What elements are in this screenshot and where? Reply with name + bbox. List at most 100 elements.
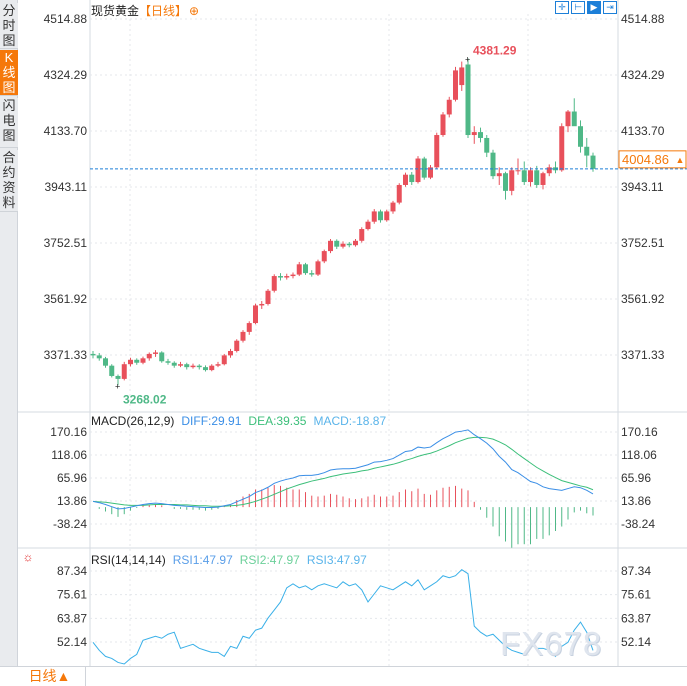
candle-down: [334, 240, 340, 247]
price-tick-right: 3752.51: [621, 236, 665, 250]
macd-tick-right: 65.96: [621, 471, 651, 485]
candle-up: [396, 184, 402, 203]
price-tick-left: 4133.70: [44, 124, 88, 138]
rsi-legend-3: RSI3:47.97: [307, 553, 367, 567]
candle-down: [465, 64, 471, 136]
candle-down: [521, 170, 527, 183]
candle-up: [403, 174, 408, 185]
candle-up: [215, 364, 221, 366]
macd-tick-left: 13.86: [57, 494, 87, 508]
price-tick-right: 4133.70: [621, 124, 665, 138]
candle-up: [296, 264, 302, 275]
candle-up: [328, 240, 333, 252]
candle-down: [571, 111, 577, 127]
current-price-label: 4004.86: [622, 152, 669, 167]
macd-tick-left: -38.24: [53, 517, 87, 531]
candle-up: [240, 331, 246, 341]
candle-up: [290, 274, 296, 277]
candle-up: [515, 170, 521, 172]
candle-down: [584, 146, 590, 156]
price-tick-right: 4514.88: [621, 12, 665, 26]
candle-up: [284, 276, 290, 278]
candle-up: [546, 167, 552, 174]
up-arrow-icon: ▲: [676, 155, 685, 165]
candle-up: [153, 352, 158, 354]
tab-intraday[interactable]: 分时图: [0, 3, 18, 49]
instrument-name: 现货黄金: [91, 4, 140, 18]
rsi-tick-right: 52.14: [621, 635, 651, 649]
macd-tick-right: 13.86: [621, 494, 651, 508]
rsi-legend-2: RSI2:47.97: [240, 553, 300, 567]
candle-up: [315, 261, 321, 275]
rsi-legend-1: RSI1:47.97: [173, 553, 233, 567]
candle-up: [271, 276, 277, 291]
macd-tick-left: 170.16: [50, 425, 87, 439]
candle-up: [265, 290, 271, 304]
tab-kline[interactable]: K线图: [0, 50, 18, 96]
candle-up: [221, 355, 227, 365]
candle-down: [184, 364, 190, 368]
candle-up: [140, 358, 146, 363]
tab-flash[interactable]: 闪电图: [0, 98, 18, 148]
rsi-tick-right: 87.34: [621, 564, 651, 578]
price-tick-left: 3943.11: [45, 180, 88, 194]
candle-down: [109, 365, 115, 376]
candle-up: [509, 170, 515, 191]
jump-end-icon[interactable]: ⇥: [603, 1, 617, 14]
macd-tick-left: 118.06: [51, 448, 87, 462]
tab-contract-info[interactable]: 合约资料: [0, 150, 18, 212]
candle-down: [490, 152, 496, 177]
zoom-range-icon[interactable]: ⊢: [571, 1, 585, 14]
macd-legend-2: DEA:39.35: [248, 414, 306, 428]
candle-down: [309, 273, 315, 275]
candle-up: [453, 70, 458, 100]
candle-down: [165, 361, 171, 363]
settings-sun-icon: ☼: [23, 550, 34, 564]
macd-tick-right: 170.16: [621, 425, 658, 439]
candle-up: [340, 243, 346, 247]
macd-tick-left: 65.96: [57, 471, 87, 485]
candle-down: [346, 243, 352, 246]
price-tick-left: 3561.92: [44, 292, 88, 306]
candle-up: [459, 67, 465, 86]
candle-up: [234, 340, 240, 351]
macd-legend-3: MACD:-18.87: [313, 414, 386, 428]
candle-down: [96, 355, 102, 359]
candle-up: [121, 364, 127, 379]
candle-up: [415, 158, 421, 183]
rsi-line: [92, 569, 594, 665]
candle-down: [90, 353, 96, 356]
candle-up: [440, 114, 446, 136]
candle-up: [365, 221, 371, 230]
crosshair-icon[interactable]: ✛: [555, 1, 569, 14]
candle-up: [228, 350, 233, 356]
macd-tick-right: -38.24: [621, 517, 655, 531]
candle-down: [378, 211, 383, 221]
candle-up: [259, 303, 265, 306]
candle-down: [590, 155, 596, 169]
candle-up: [353, 240, 358, 246]
candle-down: [278, 276, 283, 278]
chart-title: 现货黄金【日线】 ⊕: [91, 2, 199, 19]
candle-down: [196, 365, 202, 368]
candle-up: [321, 251, 327, 262]
time-axis-bar: [0, 666, 687, 686]
rsi-tick-right: 63.87: [621, 611, 651, 625]
period-selector[interactable]: 日线▲: [14, 667, 86, 686]
candle-up: [434, 135, 440, 168]
candle-down: [503, 173, 508, 191]
price-tick-left: 4324.29: [44, 68, 88, 82]
diff-line: [92, 429, 594, 510]
period-tag: 【日线】: [139, 4, 188, 18]
candle-down: [534, 170, 540, 185]
plus-circle-icon[interactable]: ⊕: [189, 4, 200, 18]
watermark-logo: FX678: [500, 625, 603, 662]
candle-up: [128, 359, 133, 365]
candle-up: [146, 353, 152, 359]
sidebar: 分时图 K线图 闪电图 合约资料: [0, 0, 18, 666]
candle-up: [446, 99, 452, 115]
play-icon[interactable]: ▶: [587, 1, 601, 14]
price-tick-left: 3752.51: [44, 236, 88, 250]
candle-up: [496, 173, 502, 177]
